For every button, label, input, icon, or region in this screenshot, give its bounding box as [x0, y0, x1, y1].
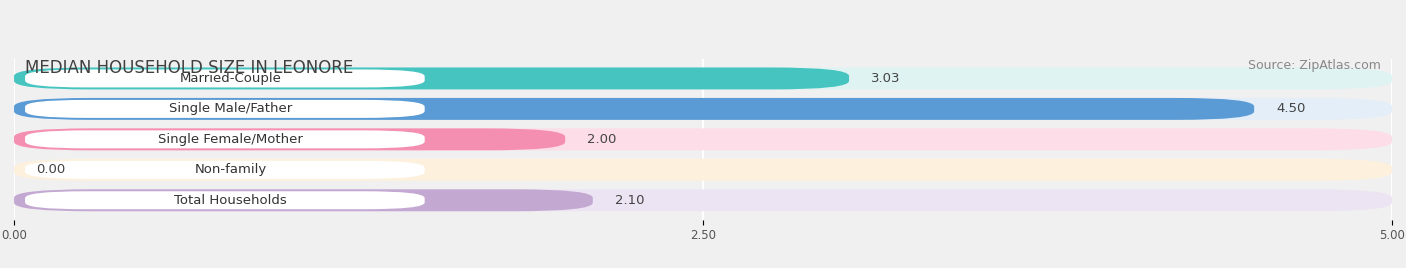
- Text: Single Female/Mother: Single Female/Mother: [157, 133, 302, 146]
- Text: MEDIAN HOUSEHOLD SIZE IN LEONORE: MEDIAN HOUSEHOLD SIZE IN LEONORE: [25, 59, 353, 77]
- Text: 4.50: 4.50: [1277, 102, 1306, 116]
- FancyBboxPatch shape: [14, 68, 1392, 90]
- FancyBboxPatch shape: [14, 128, 565, 150]
- FancyBboxPatch shape: [25, 100, 425, 118]
- FancyBboxPatch shape: [25, 161, 425, 179]
- FancyBboxPatch shape: [14, 189, 1392, 211]
- Text: Non-family: Non-family: [194, 163, 267, 176]
- FancyBboxPatch shape: [25, 191, 425, 209]
- Text: 2.00: 2.00: [588, 133, 617, 146]
- Text: Total Households: Total Households: [174, 194, 287, 207]
- FancyBboxPatch shape: [25, 130, 425, 148]
- Text: 0.00: 0.00: [37, 163, 65, 176]
- Text: Married-Couple: Married-Couple: [180, 72, 281, 85]
- FancyBboxPatch shape: [14, 98, 1392, 120]
- Text: 3.03: 3.03: [872, 72, 901, 85]
- Text: 2.10: 2.10: [614, 194, 644, 207]
- FancyBboxPatch shape: [14, 128, 1392, 150]
- FancyBboxPatch shape: [14, 189, 593, 211]
- FancyBboxPatch shape: [14, 68, 849, 90]
- FancyBboxPatch shape: [14, 159, 1392, 181]
- FancyBboxPatch shape: [25, 69, 425, 87]
- Text: Single Male/Father: Single Male/Father: [169, 102, 292, 116]
- FancyBboxPatch shape: [14, 98, 1254, 120]
- Text: Source: ZipAtlas.com: Source: ZipAtlas.com: [1249, 59, 1381, 72]
